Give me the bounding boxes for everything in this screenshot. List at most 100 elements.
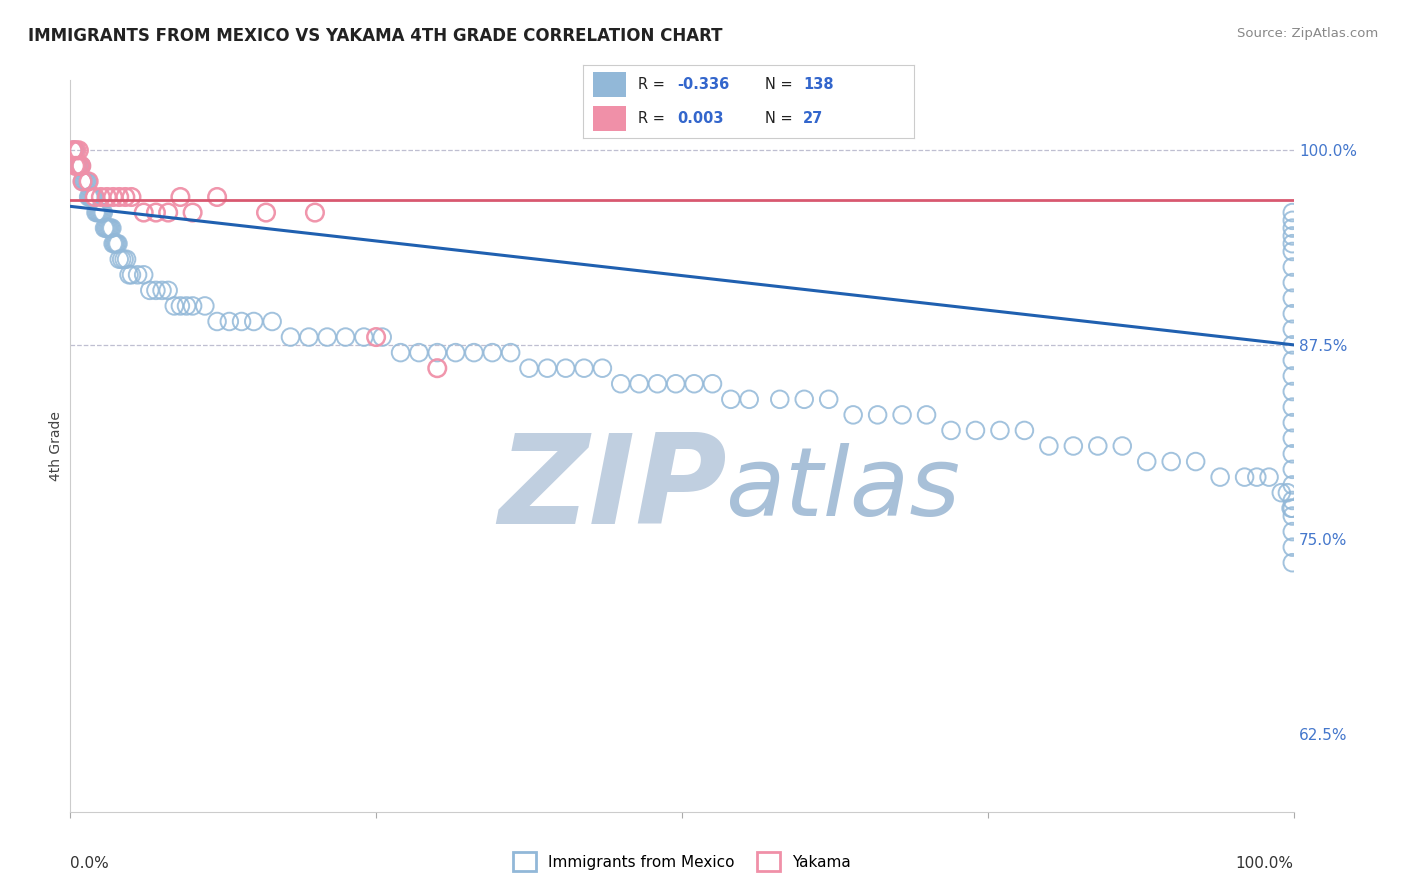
Point: [181, 205, 204, 219]
Point: [1233, 470, 1256, 484]
Text: N =: N =: [765, 111, 797, 126]
Point: [69, 159, 91, 173]
Point: [817, 392, 839, 407]
Point: [353, 330, 375, 344]
Point: [1281, 400, 1303, 414]
Point: [67, 159, 90, 173]
Y-axis label: 4th Grade: 4th Grade: [49, 411, 63, 481]
Point: [77, 174, 100, 188]
Point: [1062, 439, 1084, 453]
Point: [103, 236, 125, 251]
Point: [194, 299, 217, 313]
Point: [205, 314, 228, 328]
Point: [1281, 540, 1303, 554]
Point: [1281, 384, 1303, 399]
Point: [83, 190, 105, 204]
Point: [121, 268, 143, 282]
Point: [738, 392, 761, 407]
Text: R =: R =: [638, 111, 669, 126]
Point: [720, 392, 742, 407]
Point: [1281, 307, 1303, 321]
Point: [1258, 470, 1281, 484]
Point: [89, 205, 111, 219]
Point: [1281, 556, 1303, 570]
Point: [1038, 439, 1060, 453]
Point: [1281, 221, 1303, 235]
Point: [107, 236, 129, 251]
Point: [1277, 485, 1299, 500]
Point: [115, 252, 138, 267]
Point: [1087, 439, 1109, 453]
Point: [83, 190, 105, 204]
Point: [108, 252, 131, 267]
Point: [1281, 524, 1303, 539]
Point: [647, 376, 669, 391]
Text: ZIP: ZIP: [499, 429, 727, 550]
Point: [1281, 244, 1303, 259]
FancyBboxPatch shape: [593, 71, 627, 96]
Point: [84, 205, 107, 219]
Point: [145, 284, 167, 298]
Point: [63, 144, 86, 158]
Point: [62, 144, 84, 158]
Point: [1281, 416, 1303, 430]
Point: [96, 221, 118, 235]
Point: [481, 345, 503, 359]
Point: [254, 205, 277, 219]
Point: [98, 221, 121, 235]
Point: [127, 268, 149, 282]
Point: [304, 205, 326, 219]
Point: [69, 159, 91, 173]
Point: [73, 174, 96, 188]
Point: [76, 174, 98, 188]
Text: N =: N =: [765, 77, 797, 92]
Point: [316, 330, 339, 344]
Point: [169, 190, 191, 204]
Point: [517, 361, 540, 376]
Point: [62, 144, 84, 158]
Point: [157, 284, 180, 298]
Point: [298, 330, 321, 344]
Point: [72, 174, 94, 188]
Point: [426, 345, 449, 359]
Point: [1246, 470, 1268, 484]
Point: [988, 424, 1011, 438]
Point: [1184, 454, 1206, 468]
Point: [444, 345, 467, 359]
Point: [70, 159, 93, 173]
Text: R =: R =: [638, 77, 669, 92]
Point: [1281, 368, 1303, 383]
Point: [112, 252, 135, 267]
Point: [389, 345, 412, 359]
Point: [1281, 322, 1303, 336]
Point: [96, 190, 118, 204]
Point: [1281, 205, 1303, 219]
Point: [101, 236, 124, 251]
Point: [101, 221, 124, 235]
Point: [181, 299, 204, 313]
Point: [1281, 276, 1303, 290]
Point: [683, 376, 706, 391]
Point: [75, 174, 97, 188]
Point: [121, 190, 143, 204]
Point: [63, 144, 86, 158]
Point: [231, 314, 253, 328]
Text: Source: ZipAtlas.com: Source: ZipAtlas.com: [1237, 27, 1378, 40]
Point: [1281, 260, 1303, 274]
Point: [793, 392, 815, 407]
Point: [205, 190, 228, 204]
Point: [1209, 470, 1232, 484]
Text: 0.003: 0.003: [678, 111, 724, 126]
Point: [118, 268, 141, 282]
Text: 100.0%: 100.0%: [1236, 855, 1294, 871]
Point: [77, 190, 100, 204]
Point: [1160, 454, 1182, 468]
Point: [939, 424, 962, 438]
FancyBboxPatch shape: [593, 106, 627, 131]
Point: [1111, 439, 1133, 453]
Point: [91, 205, 114, 219]
Point: [1014, 424, 1036, 438]
Point: [82, 190, 104, 204]
Point: [1270, 485, 1292, 500]
Point: [243, 314, 266, 328]
